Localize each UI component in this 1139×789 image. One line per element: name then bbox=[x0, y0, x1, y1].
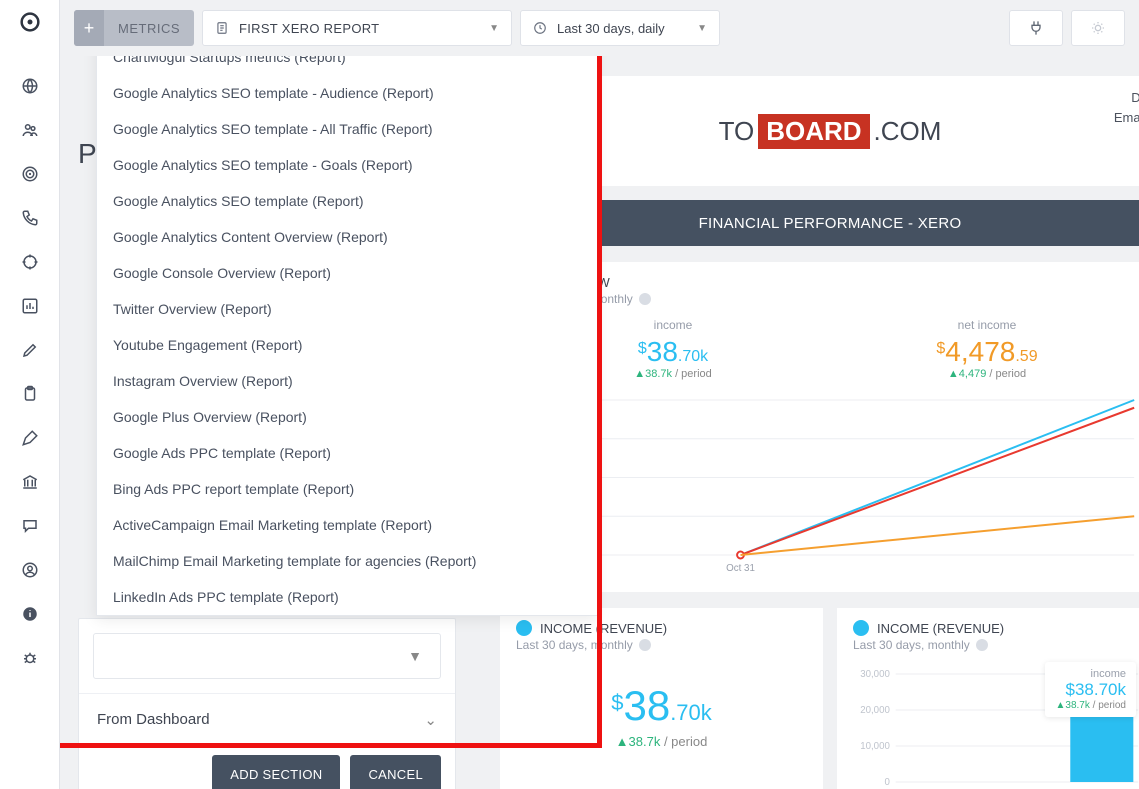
users-icon[interactable] bbox=[20, 120, 40, 140]
panel-initial: P bbox=[78, 138, 97, 170]
caret-down-icon: ▼ bbox=[408, 648, 422, 664]
dropdown-item[interactable]: Google Analytics SEO template - Goals (R… bbox=[97, 147, 597, 183]
card-dot-icon bbox=[516, 620, 532, 636]
info-dot-icon bbox=[639, 293, 651, 305]
dropdown-item[interactable]: ChartMogul Startups metrics (Report) bbox=[97, 56, 597, 75]
income-bar-chart: income $38.70k ▲38.7k / period 0 10,000 20… bbox=[853, 662, 1139, 789]
chart-icon[interactable] bbox=[20, 296, 40, 316]
top-toolbar: + METRICS FIRST XERO REPORT ▼ Last 30 da… bbox=[60, 0, 1139, 56]
dropdown-item[interactable]: Youtube Engagement (Report) bbox=[97, 327, 597, 363]
info-icon[interactable] bbox=[20, 604, 40, 624]
svg-text:30,000: 30,000 bbox=[860, 669, 890, 680]
income-value: $38.70k ▲38.7k / period bbox=[516, 682, 807, 749]
dropdown-item[interactable]: MailChimp Email Marketing template for a… bbox=[97, 543, 597, 579]
income-card-single: INCOME (REVENUE) Last 30 days, monthly $… bbox=[500, 608, 823, 789]
add-section-button[interactable]: ADD SECTION bbox=[212, 755, 340, 789]
user-circle-icon[interactable] bbox=[20, 560, 40, 580]
dropdown-item[interactable]: Google Ads PPC template (Report) bbox=[97, 435, 597, 471]
card-dot-icon bbox=[853, 620, 869, 636]
plug-icon bbox=[1028, 20, 1044, 36]
hero-box: BOARD bbox=[758, 114, 869, 149]
sun-icon bbox=[1090, 20, 1106, 36]
svg-text:0: 0 bbox=[884, 777, 890, 788]
report-selector[interactable]: FIRST XERO REPORT ▼ bbox=[202, 10, 512, 46]
report-name: FIRST XERO REPORT bbox=[239, 21, 479, 36]
svg-text:Oct 31: Oct 31 bbox=[726, 563, 755, 574]
dropdown-item[interactable]: Google Analytics SEO template (Report) bbox=[97, 183, 597, 219]
svg-text:10,000: 10,000 bbox=[860, 741, 890, 752]
template-dropdown-list[interactable]: ChartMogul Startups metrics (Report)Goog… bbox=[96, 56, 598, 616]
income-badge: income $38.70k ▲38.7k / period bbox=[1045, 662, 1136, 717]
template-dropdown[interactable]: ▼ bbox=[93, 633, 441, 679]
hero-suffix: .COM bbox=[874, 116, 942, 147]
bank-icon[interactable] bbox=[20, 472, 40, 492]
dropdown-item[interactable]: Twitter Overview (Report) bbox=[97, 291, 597, 327]
clipboard-icon bbox=[215, 21, 229, 35]
info-dot-icon bbox=[639, 639, 651, 651]
dropdown-item[interactable]: Bing Ads PPC report template (Report) bbox=[97, 471, 597, 507]
dropdown-item[interactable]: Google Console Overview (Report) bbox=[97, 255, 597, 291]
caret-down-icon: ▼ bbox=[489, 23, 499, 34]
clipboard-icon[interactable] bbox=[20, 384, 40, 404]
info-dot-icon bbox=[976, 639, 988, 651]
clock-icon bbox=[533, 21, 547, 35]
add-section-panel: ▼ From Dashboard ⌄ ADD SECTION CANCEL bbox=[78, 618, 456, 789]
bug-icon[interactable] bbox=[20, 648, 40, 668]
plus-icon: + bbox=[74, 10, 104, 46]
theme-button[interactable] bbox=[1071, 10, 1125, 46]
metrics-button[interactable]: + METRICS bbox=[74, 10, 194, 46]
hero-email: Email: bbox=[1114, 108, 1139, 128]
dropdown-item[interactable]: Google Analytics Content Overview (Repor… bbox=[97, 219, 597, 255]
dropdown-item[interactable]: Google Plus Overview (Report) bbox=[97, 399, 597, 435]
metrics-label: METRICS bbox=[104, 21, 194, 36]
date-range-label: Last 30 days, daily bbox=[557, 21, 687, 36]
hero-prefix: TO bbox=[719, 116, 755, 147]
dropdown-item[interactable]: LinkedIn Ads PPC template (Report) bbox=[97, 579, 597, 615]
aim-icon[interactable] bbox=[20, 252, 40, 272]
left-nav-rail bbox=[0, 0, 60, 789]
income-sub: Last 30 days, monthly bbox=[516, 638, 633, 652]
pencil-icon[interactable] bbox=[20, 340, 40, 360]
globe-icon[interactable] bbox=[20, 76, 40, 96]
hero-dist: Dis bbox=[1114, 88, 1139, 108]
income-sub-2: Last 30 days, monthly bbox=[853, 638, 970, 652]
dropdown-item[interactable]: Instagram Overview (Report) bbox=[97, 363, 597, 399]
dropdown-item[interactable]: Google Analytics SEO template - All Traf… bbox=[97, 111, 597, 147]
date-range-selector[interactable]: Last 30 days, daily ▼ bbox=[520, 10, 720, 46]
overview-chart: 10203040Oct 31 bbox=[516, 390, 1139, 580]
caret-down-icon: ▼ bbox=[697, 23, 707, 34]
income-title-2: INCOME (REVENUE) bbox=[877, 621, 1004, 636]
plug-button[interactable] bbox=[1009, 10, 1063, 46]
metric-income: income$38.70k▲38.7k / period bbox=[583, 318, 763, 380]
from-dashboard-label: From Dashboard bbox=[97, 711, 210, 728]
chevron-down-icon: ⌄ bbox=[424, 711, 437, 729]
speech-icon[interactable] bbox=[20, 516, 40, 536]
metric-net-income: net income$4,478.59▲4,479 / period bbox=[897, 318, 1077, 380]
income-card-bar: INCOME (REVENUE) Last 30 days, monthly i… bbox=[837, 608, 1139, 789]
target-icon[interactable] bbox=[20, 164, 40, 184]
dropdown-item[interactable]: ActiveCampaign Email Marketing template … bbox=[97, 507, 597, 543]
from-dashboard-row[interactable]: From Dashboard ⌄ bbox=[79, 693, 455, 745]
svg-text:20,000: 20,000 bbox=[860, 705, 890, 716]
dropdown-item[interactable]: Google Analytics SEO template - Audience… bbox=[97, 75, 597, 111]
income-title: INCOME (REVENUE) bbox=[540, 621, 667, 636]
phone-icon[interactable] bbox=[20, 208, 40, 228]
logo-icon[interactable] bbox=[20, 12, 40, 32]
pen-icon[interactable] bbox=[20, 428, 40, 448]
cancel-button[interactable]: CANCEL bbox=[350, 755, 441, 789]
